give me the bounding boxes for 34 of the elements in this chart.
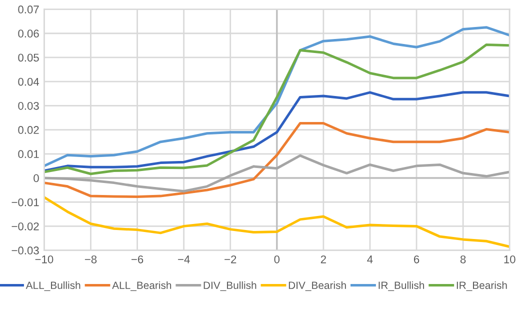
y-tick-label: 0.06 bbox=[18, 30, 39, 38]
line-series bbox=[44, 154, 510, 192]
x-tick-label: −4 bbox=[178, 256, 190, 264]
legend-label: ALL_Bullish bbox=[26, 281, 80, 291]
y-tick-label: 0.04 bbox=[18, 78, 40, 86]
y-tick-label: 0.05 bbox=[18, 54, 39, 62]
x-tick-label: 0 bbox=[274, 255, 280, 264]
y-tick-label: 0.02 bbox=[18, 126, 39, 134]
legend-label: DIV_Bullish bbox=[204, 281, 256, 291]
x-tick-label: 8 bbox=[460, 255, 466, 264]
x-tick-label: 4 bbox=[367, 256, 373, 264]
line-series bbox=[44, 43, 510, 176]
y-tick-label: 0.03 bbox=[18, 102, 39, 110]
line-series bbox=[44, 122, 510, 198]
line-series bbox=[44, 26, 510, 168]
y-tick-label: 0.01 bbox=[18, 150, 39, 158]
x-tick-label: 10 bbox=[504, 255, 516, 264]
legend-label: ALL_Bearish bbox=[112, 281, 172, 291]
legend-label: IR_Bearish bbox=[456, 281, 507, 291]
legend-label: DIV_Bearish bbox=[288, 281, 346, 291]
x-tick-label: 2 bbox=[320, 255, 326, 264]
line-series bbox=[44, 196, 510, 248]
x-tick-label: −6 bbox=[131, 255, 144, 264]
y-tick-label: 0.07 bbox=[18, 6, 39, 14]
x-tick-label: −10 bbox=[35, 255, 54, 264]
y-tick-label: −0.01 bbox=[12, 198, 39, 206]
y-tick-label: 0 bbox=[34, 174, 39, 182]
y-tick-label: −0.03 bbox=[12, 246, 39, 254]
legend-label: IR_Bullish bbox=[378, 281, 424, 291]
x-tick-label: 6 bbox=[414, 255, 420, 264]
line-series bbox=[44, 91, 510, 172]
x-tick-label: −2 bbox=[224, 255, 236, 264]
x-tick-label: −8 bbox=[84, 255, 97, 264]
y-tick-label: −0.02 bbox=[12, 222, 39, 230]
